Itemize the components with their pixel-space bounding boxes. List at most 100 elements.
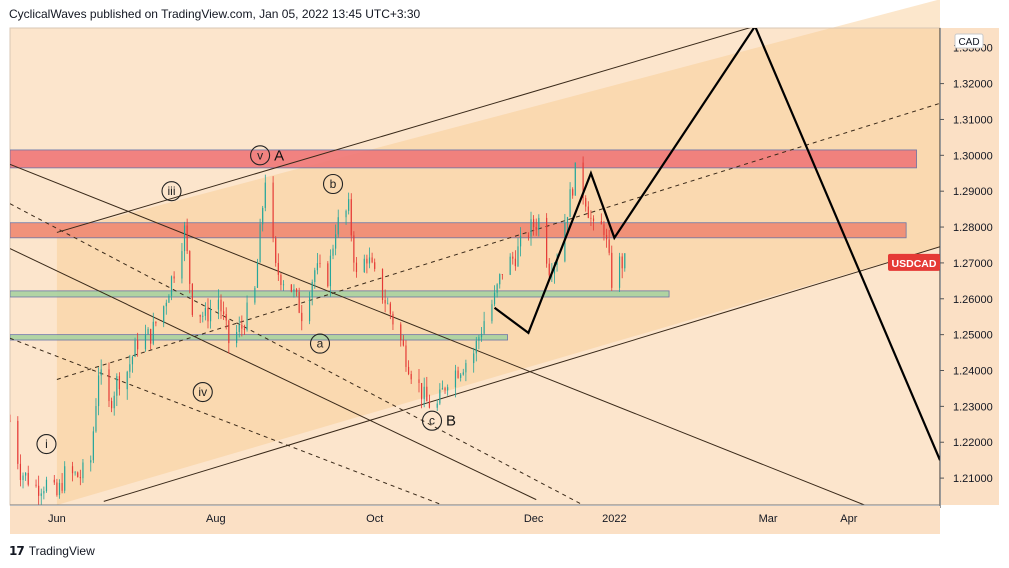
- candle-body: [441, 388, 444, 390]
- y-tick-label: 1.25000: [953, 330, 993, 342]
- candle-body: [363, 258, 365, 273]
- candle-body: [22, 475, 24, 480]
- candle-body: [621, 256, 623, 269]
- candle-body: [327, 263, 329, 287]
- candle-body: [217, 299, 220, 310]
- candle-body: [186, 225, 188, 252]
- tradingview-footer[interactable]: 17 TradingView: [9, 542, 95, 560]
- candle-body: [444, 388, 446, 391]
- trend-line-6: [10, 337, 443, 505]
- candle-body: [168, 295, 170, 303]
- y-tick-label: 1.29000: [953, 186, 993, 198]
- candle-body: [423, 386, 425, 400]
- candle-body: [605, 235, 608, 240]
- projection-line: [493, 28, 940, 461]
- candle-body: [209, 309, 212, 322]
- candle-body: [574, 162, 576, 196]
- candle-body: [335, 234, 337, 249]
- candle-body: [582, 162, 584, 198]
- candle-body: [53, 479, 55, 483]
- trend-lines: [10, 28, 940, 505]
- candle-body: [204, 307, 206, 316]
- candle-body: [256, 262, 259, 288]
- candle-body: [548, 263, 550, 276]
- candle-body: [163, 306, 165, 324]
- candle-body: [428, 401, 431, 408]
- candle-body: [238, 324, 240, 333]
- candle-body: [600, 220, 602, 225]
- candle-body: [100, 369, 102, 376]
- candle-body: [585, 197, 587, 207]
- candle-body: [183, 225, 186, 252]
- candle-body: [170, 276, 173, 296]
- wave-circle-c: [421, 410, 443, 431]
- candle-body: [113, 395, 115, 409]
- x-tick-label: Jun: [48, 513, 66, 525]
- candle-body: [533, 219, 535, 228]
- candle-body: [262, 207, 264, 225]
- x-tick-label: 2022: [602, 513, 626, 525]
- candle-body: [530, 219, 532, 237]
- candle-body: [389, 303, 391, 314]
- candle-body: [280, 274, 282, 285]
- candle-body: [277, 262, 279, 275]
- candle-body: [319, 263, 321, 264]
- candle-body: [181, 251, 183, 279]
- trend-line-3: [10, 163, 865, 505]
- candle-body: [298, 291, 300, 313]
- candle-body: [590, 217, 592, 219]
- candle-body: [61, 482, 63, 491]
- y-axis-panel: [941, 28, 999, 505]
- brand-label: TradingView: [28, 544, 95, 558]
- candle-body: [246, 302, 248, 330]
- candle-body: [374, 262, 376, 269]
- candle-body: [301, 312, 303, 322]
- candle-body: [337, 217, 339, 235]
- trend-line-5: [10, 203, 584, 505]
- candle-body: [465, 363, 467, 373]
- y-tick-label: 1.27000: [953, 258, 993, 270]
- candle-body: [225, 314, 227, 321]
- wave-label-a: a: [317, 337, 324, 351]
- trend-line-0: [56, 28, 751, 233]
- candle-body: [10, 420, 11, 422]
- candle-body: [126, 371, 128, 390]
- candle-body: [509, 256, 511, 275]
- candle-body: [519, 235, 522, 247]
- candle-body: [38, 485, 40, 496]
- candle-body: [402, 340, 404, 346]
- candle-body: [618, 256, 621, 288]
- last-price-label: USDCAD: [892, 258, 937, 270]
- price-series: [10, 156, 626, 505]
- candle-body: [332, 248, 334, 256]
- publisher-line: CyclicalWaves published on TradingView.c…: [9, 7, 421, 21]
- candle-body: [25, 472, 27, 476]
- candle-body: [40, 493, 42, 496]
- candle-body: [512, 256, 514, 259]
- y-tick-label: 1.26000: [953, 294, 993, 306]
- candle-body: [460, 374, 462, 378]
- zone-0: [10, 149, 917, 169]
- candle-body: [97, 375, 100, 407]
- x-tick-label: Apr: [840, 513, 857, 525]
- candle-body: [407, 366, 410, 375]
- last-price-badge: [888, 253, 940, 271]
- axes: 1.21000 1.22000 1.23000 1.24000 1.25000 1.260…: [10, 28, 999, 534]
- candle-body: [314, 270, 316, 283]
- candle-body: [527, 235, 530, 237]
- wave-circle-v: [250, 145, 271, 166]
- candle-body: [400, 324, 402, 341]
- candle-body: [514, 258, 516, 267]
- y-tick-label: 1.23000: [953, 401, 993, 413]
- candle-body: [566, 216, 569, 224]
- candle-body: [371, 257, 373, 263]
- candle-body: [483, 321, 485, 334]
- wave-circle-a: [309, 333, 331, 354]
- candle-body: [308, 297, 311, 322]
- candle-body: [499, 274, 501, 285]
- wave-label-i: i: [45, 437, 48, 451]
- candle-body: [35, 484, 37, 486]
- candle-body: [480, 333, 483, 338]
- candle-body: [64, 466, 66, 491]
